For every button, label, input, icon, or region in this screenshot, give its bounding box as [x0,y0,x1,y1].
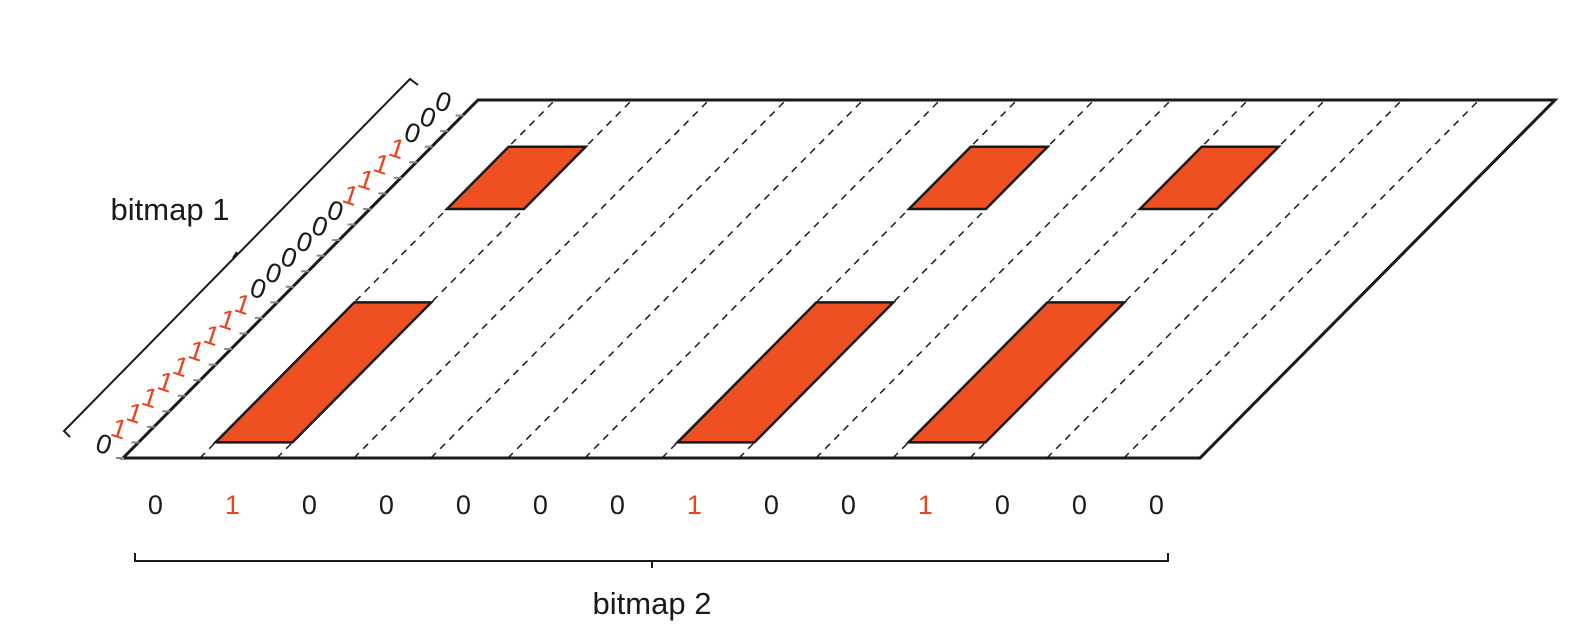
orange-block [212,301,435,444]
orange-block [905,145,1051,211]
bitmap2-bit: 0 [995,490,1010,520]
bitmap2-label: bitmap 2 [593,586,712,621]
bitmap2-bit: 0 [1072,490,1087,520]
bitmap2-bit: 1 [225,490,240,520]
bitmap2-bit: 1 [687,490,702,520]
orange-block [1136,145,1282,211]
column-divider [1123,99,1480,459]
bitmap2-bit: 0 [533,490,548,520]
bitmap1-label: bitmap 1 [111,192,230,227]
column-divider [353,99,710,459]
bitmap2-bit: 0 [1149,490,1164,520]
bitmap1-bit: 0 [432,85,456,118]
bitmap2-bit: 0 [610,490,625,520]
column-dividers [199,99,1557,459]
bitmap1-bracket [62,77,419,438]
orange-blocks [212,145,1282,444]
bitmap2-bit: 0 [764,490,779,520]
column-divider [584,99,941,459]
orange-block [443,145,589,211]
left-edge-ticks [116,114,464,459]
column-divider [430,99,787,459]
parallelogram-plane [119,98,1559,460]
bitmap2-bits: 0 1 0 0 0 0 0 1 0 0 1 0 0 0 [148,490,1164,520]
bitmap2-bit: 0 [148,490,163,520]
column-divider [507,99,864,459]
bitmap2-bit: 0 [379,490,394,520]
bitmap2-bit: 0 [302,490,317,520]
column-divider [1046,99,1403,459]
bitmap2-bit: 1 [918,490,933,520]
orange-block [905,301,1128,444]
bitmap2-bit: 0 [841,490,856,520]
bitmap2-bit: 0 [456,490,471,520]
bitmap2-bracket [134,553,1169,568]
column-divider [815,99,1172,459]
orange-block [674,301,897,444]
